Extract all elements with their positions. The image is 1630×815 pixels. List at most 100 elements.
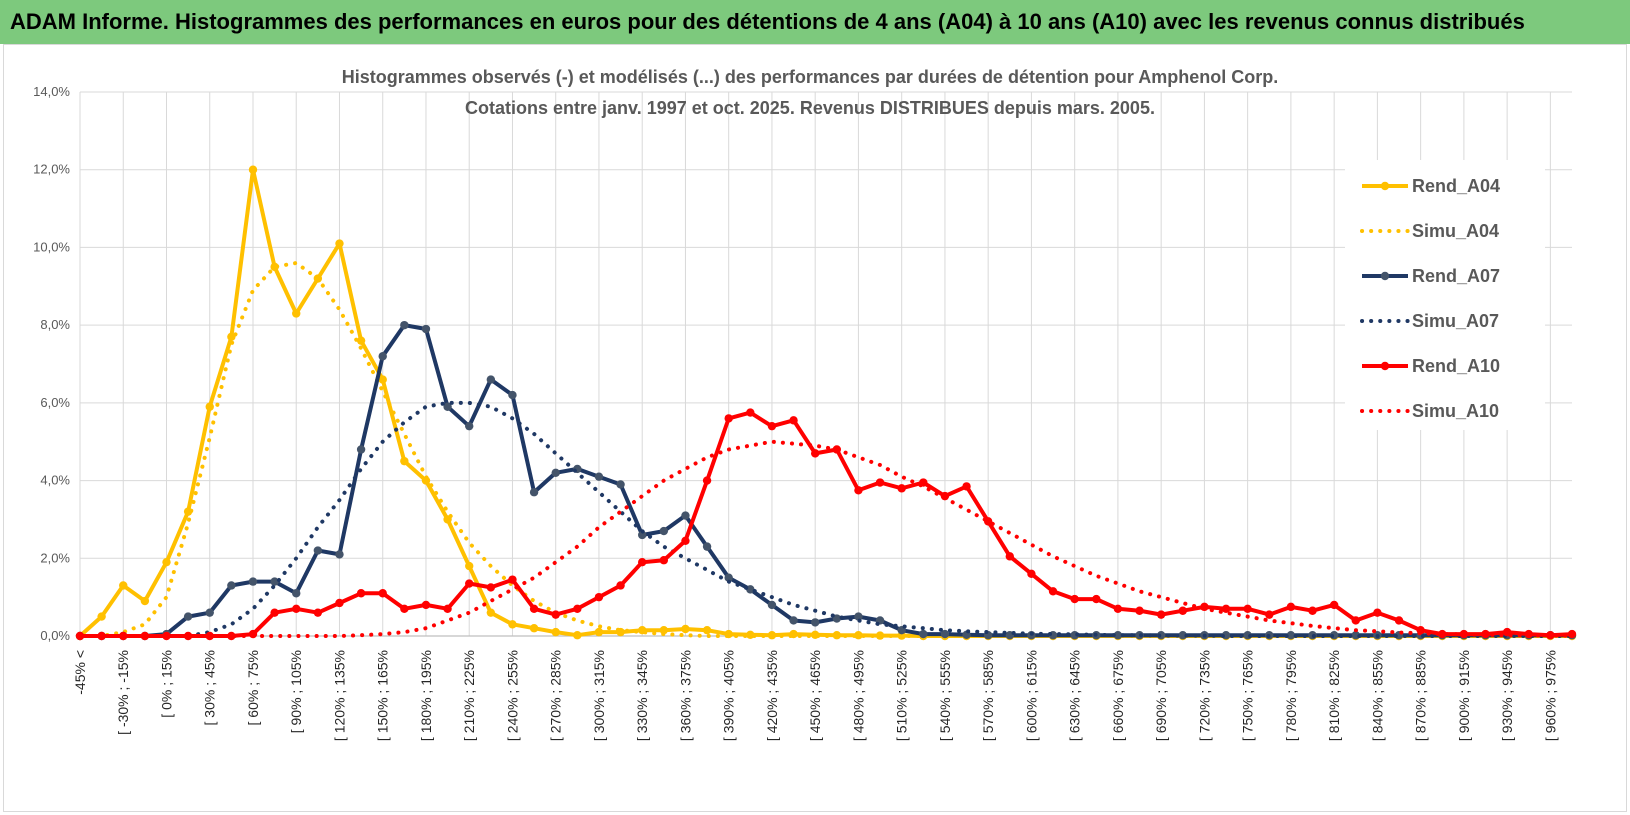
x-tick-label: [ 600% ; 615%: [1023, 650, 1039, 741]
data-point-rend-a07: [529, 488, 539, 497]
x-tick-label: [ 660% ; 675%: [1110, 650, 1126, 741]
data-point-rend-a10: [1156, 610, 1166, 619]
data-point-rend-a10: [1546, 631, 1555, 640]
legend-box: [1345, 160, 1545, 430]
y-tick-label: 0,0%: [40, 628, 70, 643]
data-point-rend-a04: [486, 608, 496, 617]
data-point-rend-a07: [313, 546, 323, 555]
data-point-rend-a10: [659, 556, 669, 565]
series-line-simu-a10: [78, 439, 1574, 638]
chart-title: Histogrammes observés (-) et modélisés (…: [342, 67, 1279, 87]
x-tick-label: [ 180% ; 195%: [418, 650, 434, 741]
x-tick-label: [ 120% ; 135%: [331, 650, 347, 741]
data-point-rend-a10: [854, 486, 863, 495]
x-tick-label: [ 570% ; 585%: [980, 650, 996, 741]
data-point-rend-a04: [205, 402, 214, 411]
x-tick-label: -45% <: [72, 650, 88, 695]
x-tick-label: [ 780% ; 795%: [1283, 650, 1299, 741]
data-point-rend-a07: [1178, 631, 1187, 640]
data-point-rend-a07: [638, 530, 647, 540]
y-tick-label: 14,0%: [33, 84, 70, 99]
legend-label-simu-a10: Simu_A10: [1412, 401, 1499, 421]
data-point-rend-a07: [594, 472, 604, 481]
data-point-rend-a07: [292, 589, 301, 598]
data-point-rend-a04: [378, 375, 387, 384]
x-tick-label: [ 720% ; 735%: [1196, 650, 1212, 741]
data-point-rend-a07: [724, 573, 733, 582]
legend-label-simu-a07: Simu_A07: [1412, 311, 1499, 331]
y-tick-label: 6,0%: [40, 395, 70, 410]
chart-frame: [3, 44, 1627, 812]
legend-marker-rend-a04: [1380, 181, 1390, 191]
data-point-rend-a04: [681, 624, 690, 634]
data-point-rend-a07: [183, 612, 193, 621]
data-point-rend-a07: [205, 608, 214, 617]
data-point-rend-a10: [356, 589, 366, 598]
data-point-rend-a10: [789, 416, 798, 425]
data-point-rend-a10: [1221, 604, 1231, 613]
series-group: [75, 165, 1577, 641]
data-point-rend-a07: [551, 468, 560, 477]
data-point-rend-a04: [551, 627, 560, 637]
x-tick-label: [ 930% ; 945%: [1499, 650, 1515, 741]
data-point-rend-a10: [1351, 616, 1360, 625]
data-point-rend-a10: [313, 608, 323, 617]
data-point-rend-a07: [356, 445, 366, 454]
data-point-rend-a07: [854, 612, 863, 621]
data-point-rend-a07: [832, 614, 842, 623]
data-point-rend-a10: [962, 482, 971, 491]
data-point-rend-a04: [292, 309, 301, 318]
data-point-rend-a10: [1027, 569, 1036, 579]
data-point-rend-a04: [356, 336, 366, 345]
data-point-rend-a07: [486, 375, 496, 384]
data-point-rend-a10: [1135, 606, 1144, 615]
data-point-rend-a10: [1178, 606, 1187, 615]
data-point-rend-a10: [443, 604, 452, 613]
x-tick-label: [ 270% ; 285%: [548, 650, 564, 741]
banner-title: ADAM Informe. Histogrammes des performan…: [0, 0, 1630, 44]
data-point-rend-a07: [616, 480, 625, 489]
data-point-rend-a10: [638, 557, 647, 567]
data-point-rend-a07: [659, 526, 669, 536]
data-point-rend-a10: [746, 408, 755, 417]
data-point-rend-a04: [248, 165, 258, 174]
x-tick-label: [ 510% ; 525%: [894, 650, 910, 741]
data-point-rend-a10: [875, 478, 885, 487]
data-point-rend-a07: [443, 402, 452, 411]
data-point-rend-a10: [508, 575, 517, 584]
data-point-rend-a10: [594, 592, 604, 602]
x-tick-label: [ 840% ; 855%: [1369, 650, 1385, 741]
data-point-rend-a07: [919, 629, 928, 639]
axes: 0,0% 2,0% 4,0% 6,0% 8,0% 10,0% 12,0% 14,0% -45% …: [33, 84, 1572, 741]
data-point-rend-a07: [1286, 631, 1296, 640]
x-tick-label: [ 480% ; 495%: [850, 650, 866, 741]
x-tick-label: [ 60% ; 75%: [245, 650, 261, 726]
x-tick-label: [ 450% ; 465%: [807, 650, 823, 741]
data-point-rend-a10: [1048, 587, 1058, 596]
legend: Rend_A04 Simu_A04 Rend_A07 Simu_A07 Rend_A10…: [1345, 160, 1545, 430]
data-point-rend-a04: [227, 332, 236, 341]
data-point-rend-a04: [335, 239, 344, 248]
y-tick-label: 10,0%: [33, 239, 70, 254]
legend-marker-rend-a07: [1380, 271, 1390, 281]
data-point-rend-a10: [1243, 604, 1252, 613]
data-point-rend-a07: [810, 618, 820, 627]
x-tick-label: [ -30% ; -15%: [115, 650, 131, 735]
data-point-rend-a10: [724, 414, 733, 423]
data-point-rend-a04: [97, 612, 106, 621]
x-tick-label: [ 540% ; 555%: [937, 650, 953, 741]
data-point-rend-a04: [119, 581, 128, 590]
data-point-rend-a07: [465, 421, 474, 431]
data-point-rend-a10: [702, 476, 712, 485]
legend-marker-rend-a10: [1380, 361, 1390, 371]
data-point-rend-a07: [940, 629, 950, 639]
data-point-rend-a10: [1308, 606, 1317, 615]
data-point-rend-a10: [767, 421, 777, 431]
data-point-rend-a10: [400, 604, 409, 613]
x-tick-label: [ 330% ; 345%: [634, 650, 650, 741]
data-point-rend-a10: [810, 449, 820, 458]
x-tick-label: [ 300% ; 315%: [591, 650, 607, 741]
data-point-rend-a07: [767, 600, 777, 610]
data-point-rend-a07: [335, 550, 344, 559]
